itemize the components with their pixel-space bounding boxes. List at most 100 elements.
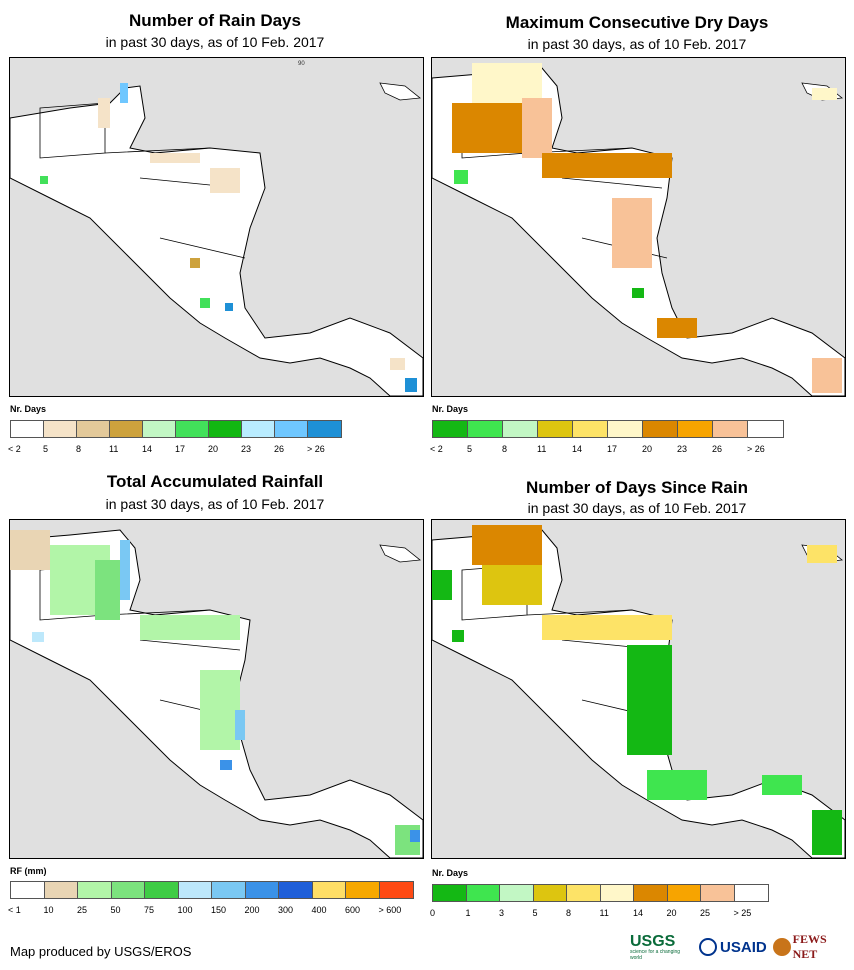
legend-swatch [78, 882, 112, 898]
fews-net-logo-text: FEWS NET [792, 932, 827, 961]
legend-title-days-since: Nr. Days [432, 868, 469, 878]
panel-title-dry-days: Maximum Consecutive Dry Days [505, 13, 769, 32]
legend-swatch [178, 882, 212, 898]
fews-net-globe-icon [772, 938, 791, 956]
legend-swatch [538, 421, 573, 437]
legend-swatch [77, 421, 110, 437]
credit-text: Map produced by USGS/EROS [10, 944, 192, 959]
legend-swatch [503, 421, 538, 437]
legend-swatch [500, 885, 534, 901]
map-svg-dry-days [432, 58, 845, 396]
legend-label: < 1 [8, 905, 21, 915]
legend-label: 20 [642, 444, 653, 454]
legend-swatch [634, 885, 668, 901]
map-rainfall [9, 519, 424, 859]
legend-label: 3 [499, 908, 505, 918]
legend-label: 14 [142, 444, 153, 454]
legend-label: 23 [241, 444, 252, 454]
legend-swatch [242, 421, 275, 437]
legend-label: > 600 [378, 905, 402, 915]
legend-swatch [209, 421, 242, 437]
legend-label: 26 [274, 444, 285, 454]
legend-swatch [567, 885, 601, 901]
legend-label: 17 [607, 444, 618, 454]
legend-swatch [573, 421, 608, 437]
usgs-logo-text: USGS [630, 933, 676, 950]
legend-swatch [748, 421, 783, 437]
legend-swatch [11, 421, 44, 437]
legend-label: 1 [465, 908, 471, 918]
legend-label: 11 [109, 444, 119, 454]
panel-title-rainfall: Total Accumulated Rainfall [106, 472, 324, 491]
legend-swatch [643, 421, 678, 437]
legend-swatch [667, 885, 701, 901]
legend-label: 23 [677, 444, 688, 454]
legend-label: > 25 [733, 908, 752, 918]
map-tick-label: 90 [298, 61, 305, 67]
legend-swatch [143, 421, 176, 437]
legend-label: 11 [537, 444, 547, 454]
usgs-tagline: science for a changing world [630, 949, 681, 961]
legend-swatch [245, 882, 279, 898]
usaid-seal-icon [699, 938, 718, 956]
legend-swatch [312, 882, 346, 898]
legend-title-dry-days: Nr. Days [432, 404, 469, 414]
map-svg-rainfall [10, 520, 423, 858]
legend-swatch [346, 882, 380, 898]
legend-label: 20 [208, 444, 219, 454]
legend-label: 14 [633, 908, 644, 918]
legend-label: 25 [77, 905, 88, 915]
panel-subtitle-dry-days: in past 30 days, as of 10 Feb. 2017 [527, 36, 747, 52]
legend-bar-dry-days [432, 420, 784, 438]
legend-swatch [533, 885, 567, 901]
legend-swatch [379, 882, 413, 898]
legend-swatch [275, 421, 308, 437]
legend-label: 0 [430, 908, 436, 918]
legend-label: 10 [43, 905, 54, 915]
legend-swatch [212, 882, 246, 898]
legend-label: > 26 [747, 444, 765, 454]
legend-swatch [433, 421, 468, 437]
legend-swatch [44, 421, 77, 437]
legend-swatch [678, 421, 713, 437]
legend-label: 8 [76, 444, 82, 454]
usgs-logo: USGS science for a changing world [630, 933, 693, 961]
legend-label: 75 [144, 905, 155, 915]
panel-subtitle-rain-days: in past 30 days, as of 10 Feb. 2017 [105, 34, 325, 50]
usaid-logo: USAID [699, 938, 767, 956]
map-rain-days: 90 [9, 57, 424, 397]
legend-swatch [734, 885, 768, 901]
legend-swatch [111, 882, 145, 898]
legend-swatch [713, 421, 748, 437]
legend-label: > 26 [307, 444, 325, 454]
panel-title-rain-days: Number of Rain Days [129, 11, 301, 30]
legend-label: 600 [345, 905, 361, 915]
legend-label: 400 [311, 905, 327, 915]
legend-swatch [110, 421, 143, 437]
legend-label: 8 [566, 908, 572, 918]
legend-bar-rain-days [10, 420, 342, 438]
legend-label: 5 [43, 444, 49, 454]
legend-label: 5 [532, 908, 538, 918]
map-svg-days-since [432, 520, 845, 858]
legend-swatch [279, 882, 313, 898]
legend-label: 50 [110, 905, 121, 915]
map-svg-rain-days [10, 58, 423, 396]
legend-swatch [433, 885, 467, 901]
logo-strip: USGS science for a changing world USAID … [630, 932, 854, 962]
legend-bar-rainfall [10, 881, 414, 899]
legend-bar-days-since [432, 884, 769, 902]
panel-subtitle-rainfall: in past 30 days, as of 10 Feb. 2017 [105, 496, 325, 512]
panel-title-days-since: Number of Days Since Rain [525, 478, 748, 497]
map-days-since [431, 519, 846, 859]
legend-label: 25 [700, 908, 711, 918]
panel-subtitle-days-since: in past 30 days, as of 10 Feb. 2017 [527, 500, 747, 516]
legend-label: 100 [177, 905, 193, 915]
usaid-logo-text: USAID [720, 938, 767, 956]
legend-title-rainfall: RF (mm) [10, 866, 47, 876]
legend-label: 300 [278, 905, 294, 915]
map-dry-days [431, 57, 846, 397]
legend-swatch [176, 421, 209, 437]
legend-label: 150 [211, 905, 227, 915]
legend-swatch [468, 421, 503, 437]
